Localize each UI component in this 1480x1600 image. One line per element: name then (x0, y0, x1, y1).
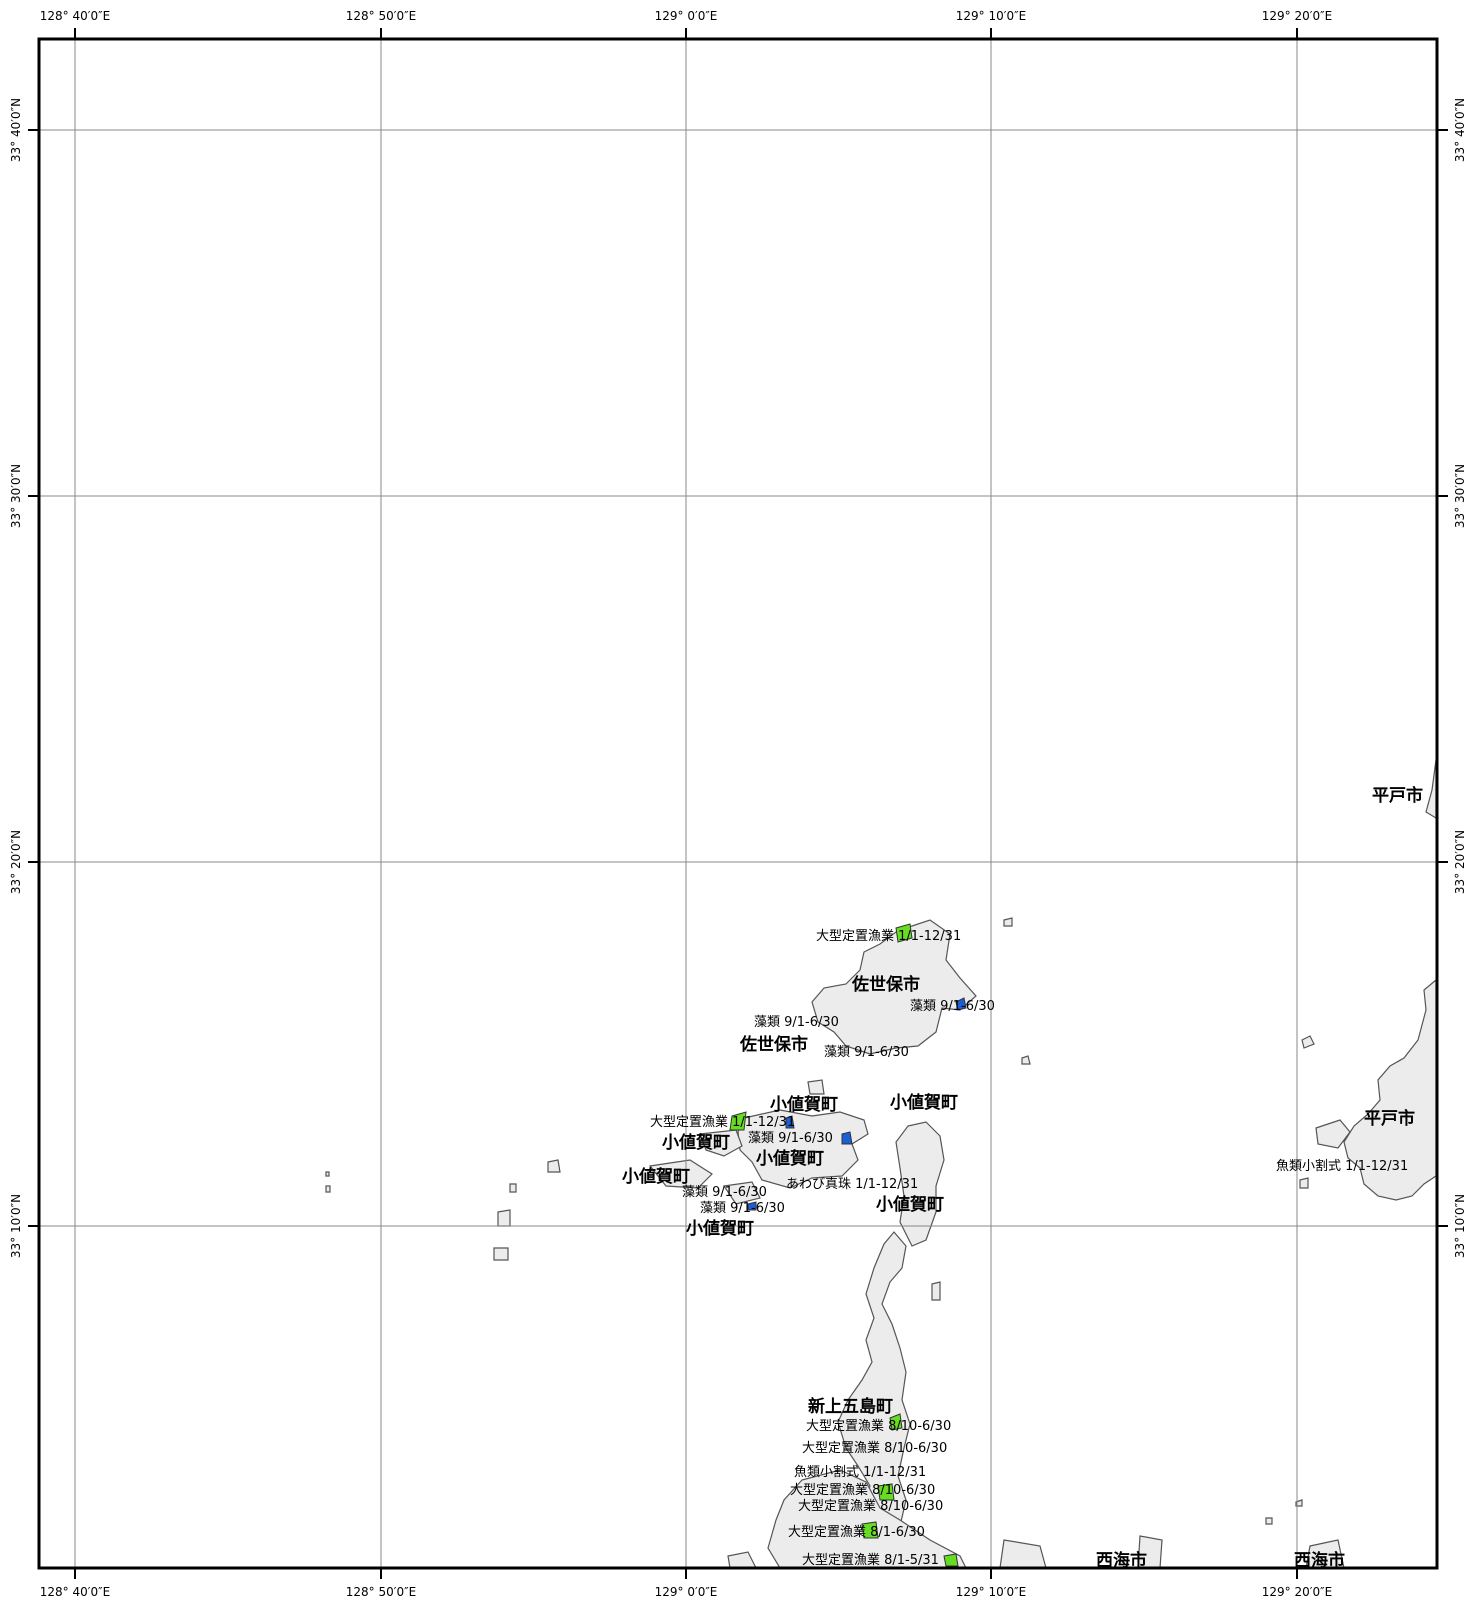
fishery-label: 大型定置漁業 8/10-6/30 (806, 1418, 951, 1434)
fishery-label: 大型定置漁業 1/1-12/31 (650, 1114, 795, 1130)
lat-labels-left: 33° 40′0″N 33° 30′0″N 33° 20′0″N 33° 10′… (9, 98, 23, 1258)
lat-tick-label: 33° 10′0″N (9, 1194, 23, 1258)
fixed-net-zone[interactable] (943, 1553, 959, 1567)
islet (1021, 1055, 1031, 1065)
algae-zone[interactable] (785, 1115, 795, 1129)
fishery-label: 藻類 9/1-6/30 (824, 1045, 909, 1060)
algae-zone[interactable] (841, 1131, 853, 1145)
lon-labels-bottom: 128° 40′0″E 128° 50′0″E 129° 0′0″E 129° … (40, 1585, 1332, 1599)
lon-tick-label: 128° 40′0″E (40, 9, 110, 23)
fixed-net-zone[interactable] (861, 1521, 879, 1539)
islet (931, 1281, 941, 1301)
lon-tick-label: 128° 50′0″E (346, 9, 416, 23)
fishery-labels: 大型定置漁業 1/1-12/31 藻類 9/1-6/30 藻類 9/1-6/30… (650, 928, 1408, 1568)
lon-tick-label: 129° 10′0″E (956, 9, 1026, 23)
fishery-label: 藻類 9/1-6/30 (754, 1015, 839, 1030)
place-label: 平戸市 (1372, 785, 1423, 806)
place-label: 佐世保市 (851, 974, 920, 995)
islet (1315, 1119, 1351, 1149)
place-label: 小値賀町 (662, 1132, 730, 1153)
fishery-label: 藻類 9/1-6/30 (682, 1185, 767, 1200)
goto-south (767, 1469, 967, 1569)
islet (325, 1185, 331, 1193)
islet (727, 1551, 757, 1569)
place-label: 小値賀町 (756, 1148, 824, 1169)
hirado-island (1425, 759, 1437, 820)
fishery-label: 大型定置漁業 1/1-12/31 (816, 928, 961, 944)
place-label: 佐世保市 (739, 1034, 808, 1055)
fishery-label: 大型定置漁業 8/1-6/30 (788, 1524, 925, 1540)
fishery-zones (729, 923, 967, 1567)
lat-tick-label: 33° 40′0″N (1453, 98, 1467, 162)
fishery-label: 大型定置漁業 8/10-6/30 (798, 1498, 943, 1514)
fixed-net-zone[interactable] (895, 923, 913, 943)
fixed-net-zone[interactable] (889, 1413, 903, 1431)
islet (1299, 1177, 1309, 1189)
lon-tick-label: 129° 20′0″E (1262, 1585, 1332, 1599)
place-label: 小値賀町 (622, 1166, 690, 1187)
fishery-label: 大型定置漁業 8/10-6/30 (790, 1482, 935, 1498)
lon-tick-label: 129° 10′0″E (956, 1585, 1026, 1599)
place-labels: 平戸市 平戸市 佐世保市 佐世保市 小値賀町 小値賀町 小値賀町 小値賀町 小値… (622, 785, 1423, 1571)
fixed-net-zone[interactable] (729, 1111, 747, 1131)
islet (1301, 1035, 1315, 1049)
lat-tick-label: 33° 40′0″N (9, 98, 23, 162)
place-label: 西海市 (1294, 1550, 1345, 1571)
lat-tick-label: 33° 30′0″N (1453, 464, 1467, 528)
lon-tick-label: 129° 0′0″E (655, 9, 718, 23)
fishery-label: 魚類小割式 1/1-12/31 (794, 1464, 926, 1480)
lon-tick-label: 129° 20′0″E (1262, 9, 1332, 23)
place-label: 平戸市 (1364, 1108, 1415, 1129)
lat-tick-label: 33° 20′0″N (9, 830, 23, 894)
fixed-net-zone[interactable] (877, 1483, 895, 1501)
islet (1003, 917, 1013, 927)
saikai-coast (999, 1539, 1047, 1569)
fishery-label: あわび真珠 1/1-12/31 (786, 1177, 918, 1192)
ojika-island (737, 1109, 869, 1189)
lat-tick-label: 33° 30′0″N (9, 464, 23, 528)
frame-ticks (28, 28, 1448, 1579)
lat-tick-label: 33° 20′0″N (1453, 830, 1467, 894)
algae-zone[interactable] (747, 1201, 757, 1211)
islet (1265, 1517, 1273, 1525)
fishery-label: 大型定置漁業 8/1-5/31 (802, 1552, 939, 1568)
map-frame (37, 37, 1439, 1570)
graticule (39, 39, 1437, 1568)
islet (509, 1183, 517, 1193)
islet (699, 1129, 743, 1157)
lon-tick-label: 128° 40′0″E (40, 1585, 110, 1599)
land-layer (325, 759, 1437, 1569)
lat-tick-label: 33° 10′0″N (1453, 1194, 1467, 1258)
islet (497, 1209, 511, 1227)
fishery-label: 大型定置漁業 8/10-6/30 (802, 1440, 947, 1456)
islet (807, 1079, 825, 1095)
lon-labels-top: 128° 40′0″E 128° 50′0″E 129° 0′0″E 129° … (40, 9, 1332, 23)
fishery-label: 藻類 9/1-6/30 (748, 1131, 833, 1146)
islet (722, 1181, 761, 1205)
uku-island (811, 919, 977, 1055)
place-label: 小値賀町 (890, 1092, 958, 1113)
fishery-label: 藻類 9/1-6/30 (700, 1201, 785, 1216)
islet (547, 1159, 561, 1173)
place-label: 新上五島町 (808, 1396, 893, 1417)
fishery-label: 藻類 9/1-6/30 (910, 999, 995, 1014)
place-label: 小値賀町 (770, 1094, 838, 1115)
islet (325, 1171, 330, 1177)
fishery-label: 魚類小割式 1/1-12/31 (1276, 1158, 1408, 1174)
place-label: 西海市 (1096, 1550, 1147, 1571)
lon-tick-label: 129° 0′0″E (655, 1585, 718, 1599)
nozaki-island (895, 1121, 945, 1247)
lat-labels-right: 33° 40′0″N 33° 30′0″N 33° 20′0″N 33° 10′… (1453, 98, 1467, 1258)
algae-zone[interactable] (955, 997, 967, 1011)
place-label: 小値賀町 (876, 1194, 944, 1215)
place-label: 小値賀町 (686, 1218, 754, 1239)
islet (648, 1159, 713, 1189)
lon-tick-label: 128° 50′0″E (346, 1585, 416, 1599)
islet (493, 1247, 509, 1261)
